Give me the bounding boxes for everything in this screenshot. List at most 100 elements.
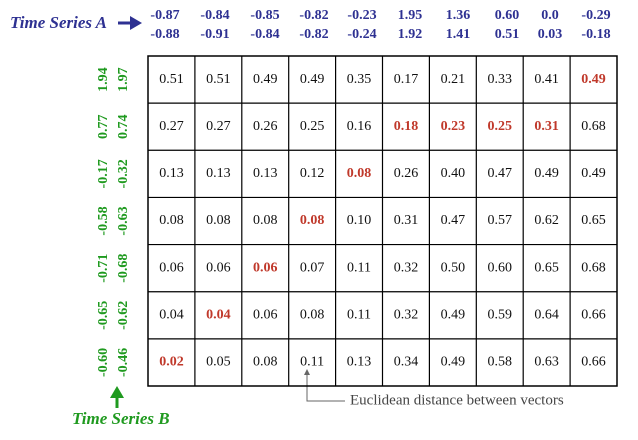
series-a-value: 0.03 [538,27,563,42]
table-cell: 0.11 [300,355,324,370]
table-cell: 0.06 [253,308,278,323]
series-a-value: 1.41 [446,27,471,42]
table-cell: 0.11 [347,260,371,275]
table-cell: 0.32 [394,308,419,323]
table-cell: 0.49 [581,72,606,87]
table-cell: 0.31 [394,213,419,228]
table-cell: 0.21 [441,72,466,87]
series-a-value: -0.82 [299,8,328,23]
series-b-value: -0.32 [116,159,131,188]
table-cell: 0.12 [300,166,325,181]
table-cell: 0.49 [581,166,606,181]
series-b-value: 1.94 [96,67,111,92]
table-cell: 0.31 [534,119,559,134]
series-a-value: -0.87 [150,8,179,23]
table-cell: 0.41 [534,72,559,87]
table-cell: 0.49 [300,72,325,87]
table-cell: 0.08 [159,213,184,228]
table-cell: 0.59 [488,308,513,323]
table-cell: 0.47 [488,166,513,181]
table-cell: 0.11 [347,308,371,323]
table-cell: 0.04 [206,308,231,323]
table-cell: 0.66 [581,308,606,323]
table-cell: 0.13 [159,166,184,181]
table-cell: 0.13 [206,166,231,181]
series-a-value: -0.84 [250,27,279,42]
table-cell: 0.49 [253,72,278,87]
series-b-value: -0.17 [96,159,111,188]
table-cell: 0.32 [394,260,419,275]
series-b-value: -0.60 [96,348,111,377]
table-cell: 0.08 [253,355,278,370]
table-cell: 0.65 [581,213,606,228]
series-a-value: -0.23 [347,8,376,23]
table-cell: 0.02 [159,355,184,370]
table-cell: 0.49 [441,308,466,323]
table-cell: 0.51 [206,72,231,87]
series-b-value: 1.97 [116,67,131,92]
table-cell: 0.51 [159,72,184,87]
series-a-value: 1.92 [398,27,423,42]
table-cell: 0.65 [534,260,559,275]
series-a-value: -0.84 [200,8,229,23]
table-cell: 0.10 [347,213,372,228]
table-cell: 0.16 [347,119,372,134]
table-cell: 0.17 [394,72,419,87]
table-cell: 0.50 [441,260,466,275]
table-cell: 0.27 [206,119,231,134]
series-a-value: 0.60 [495,8,520,23]
series-a-value: -0.82 [299,27,328,42]
table-cell: 0.13 [347,355,372,370]
table-cell: 0.34 [394,355,419,370]
series-a-value: -0.85 [250,8,279,23]
table-cell: 0.08 [347,166,372,181]
table-cell: 0.26 [394,166,419,181]
table-cell: 0.08 [300,308,325,323]
table-cell: 0.05 [206,355,231,370]
series-a-value: -0.29 [581,8,610,23]
annotation: Euclidean distance between vectors [350,392,564,408]
table-cell: 0.49 [441,355,466,370]
table-cell: 0.25 [488,119,513,134]
series-b-label: Time Series B [72,409,170,428]
table-cell: 0.08 [300,213,325,228]
table-cell: 0.25 [300,119,325,134]
series-a-value: -0.88 [150,27,179,42]
table-cell: 0.06 [253,260,278,275]
annotation-leader [304,369,345,402]
table-cell: 0.58 [488,355,513,370]
series-b-value: -0.65 [96,301,111,330]
table-cell: 0.40 [441,166,466,181]
table-cell: 0.60 [488,260,513,275]
table-cell: 0.49 [534,166,559,181]
series-b-value: -0.62 [116,301,131,330]
table-cell: 0.33 [488,72,513,87]
table-cell: 0.08 [253,213,278,228]
series-b-value: -0.46 [116,348,131,377]
series-a-value: 1.36 [446,8,471,23]
table-cell: 0.64 [534,308,559,323]
table-cell: 0.68 [581,260,606,275]
series-a-value: -0.18 [581,27,610,42]
table-cell: 0.63 [534,355,559,370]
table-cell: 0.07 [300,260,325,275]
series-b-value: -0.58 [96,206,111,235]
table-cell: 0.08 [206,213,231,228]
table-cell: 0.18 [394,119,419,134]
table-cell: 0.66 [581,355,606,370]
table-cell: 0.06 [206,260,231,275]
series-a-value: -0.91 [200,27,229,42]
series-a-value: 1.95 [398,8,423,23]
series-b-value: -0.71 [96,254,111,283]
table-cell: 0.57 [488,213,513,228]
series-b-arrow [110,386,124,408]
table-cell: 0.23 [441,119,466,134]
table-cell: 0.26 [253,119,278,134]
series-b-value: 0.77 [96,114,111,139]
series-b-value: -0.63 [116,206,131,235]
table-cell: 0.06 [159,260,184,275]
table-cell: 0.13 [253,166,278,181]
series-b-value: 0.74 [116,114,131,139]
table-cell: 0.04 [159,308,184,323]
